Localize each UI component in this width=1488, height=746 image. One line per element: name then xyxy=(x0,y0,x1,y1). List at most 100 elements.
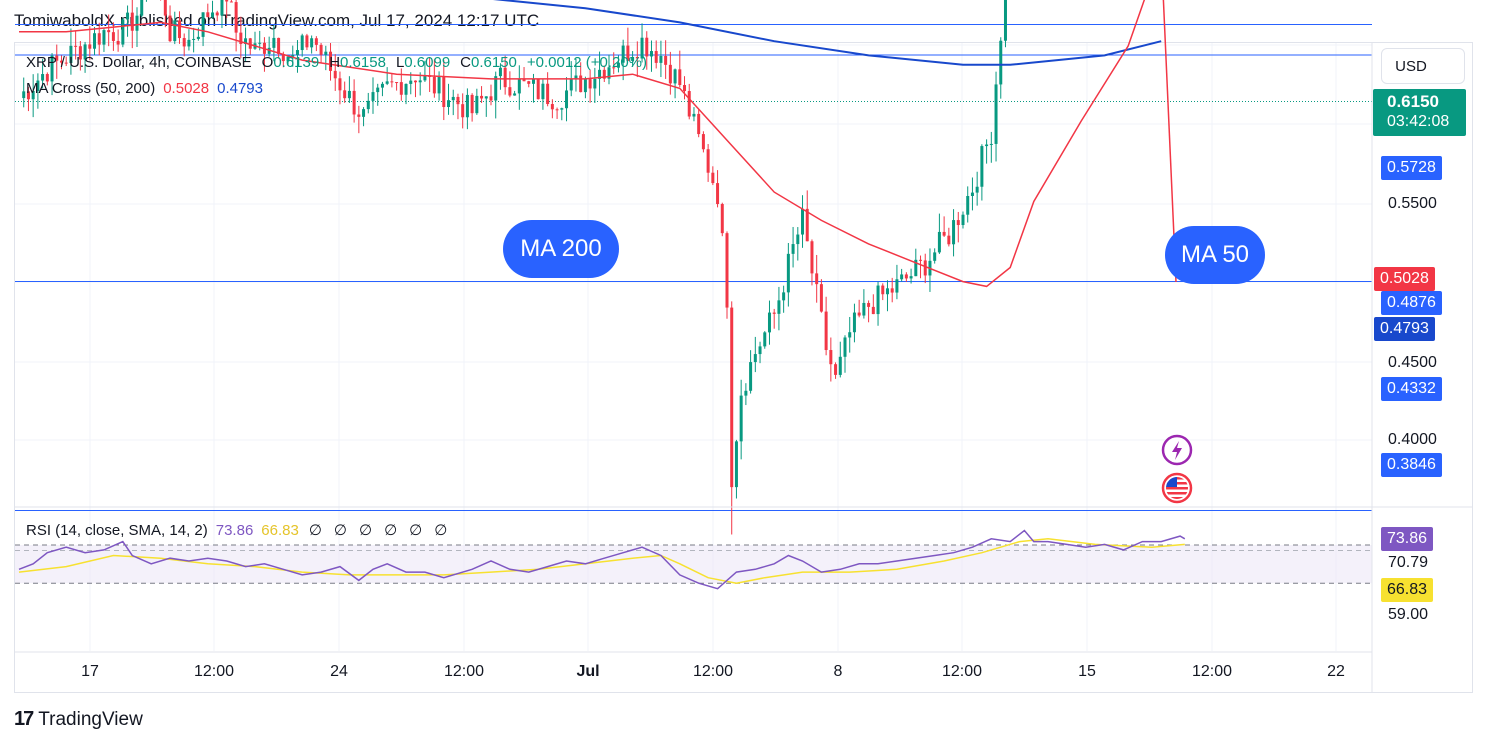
candle-body xyxy=(565,90,569,109)
time-tick-8: 15 xyxy=(1078,663,1096,680)
time-tick-6: 8 xyxy=(833,663,843,680)
ma200-line xyxy=(492,0,1162,66)
candle-body xyxy=(683,85,687,92)
candle-body xyxy=(631,56,635,61)
candle-body xyxy=(163,0,167,16)
candle-body xyxy=(93,33,97,49)
candle-body xyxy=(295,50,299,55)
candle-body xyxy=(121,19,125,45)
candle-body xyxy=(215,12,219,16)
ma50-line xyxy=(19,0,1146,288)
candle-body xyxy=(470,94,474,114)
candle-body xyxy=(286,56,290,62)
candle-body xyxy=(385,81,389,84)
price-tick-0: 0.5500 xyxy=(1388,195,1437,212)
rsi-band xyxy=(15,545,1372,584)
candle-body xyxy=(598,69,602,79)
publisher-line: TomiwaboldX published on TradingView.com… xyxy=(14,11,540,30)
candle-body xyxy=(602,69,606,79)
current-price-tag: 0.6150 03:42:08 xyxy=(1373,89,1466,136)
candle-body xyxy=(791,244,795,254)
candle-body xyxy=(319,44,323,55)
candle-body xyxy=(338,78,342,91)
candle-body xyxy=(480,95,484,99)
candle-body xyxy=(952,220,956,245)
candle-body xyxy=(767,312,771,333)
rsi-sma-legend-value: 66.83 xyxy=(261,522,299,539)
candle-body xyxy=(569,79,573,91)
candle-body xyxy=(980,146,984,187)
candle-body xyxy=(541,83,545,100)
candle-body xyxy=(116,40,120,45)
time-tick-9: 12:00 xyxy=(1191,663,1233,680)
ma200-tag: 0.4793 xyxy=(1374,317,1435,341)
candle-body xyxy=(522,79,526,82)
candle-body xyxy=(555,109,559,111)
candle-body xyxy=(824,311,828,351)
candle-body xyxy=(933,252,937,261)
current-price: 0.6150 xyxy=(1387,92,1439,111)
candle-body xyxy=(229,1,233,3)
candle-body xyxy=(329,51,333,71)
candle-body xyxy=(239,32,243,44)
candle-body xyxy=(640,37,644,59)
candle-body xyxy=(78,46,82,60)
candle-body xyxy=(201,12,205,37)
candle-body xyxy=(579,75,583,93)
footer-brand[interactable]: 17 TradingView xyxy=(14,708,143,731)
candle-body xyxy=(442,77,446,108)
rsi-line xyxy=(18,529,1186,590)
open-label: O xyxy=(261,54,274,71)
candle-body xyxy=(50,55,54,82)
candle-body xyxy=(102,30,106,45)
candle-body xyxy=(904,274,908,279)
candle-body xyxy=(97,33,101,45)
us-flag-event-icon[interactable] xyxy=(1160,471,1194,505)
candle-body xyxy=(484,96,488,99)
candle-body xyxy=(843,337,847,357)
ma-legend: MA Cross (50, 200) 0.5028 0.4793 xyxy=(26,80,267,97)
currency-button[interactable]: USD xyxy=(1381,48,1465,84)
candle-body xyxy=(187,39,191,47)
time-tick-0: 17 xyxy=(81,663,99,680)
candle-body xyxy=(314,38,318,45)
candle-body xyxy=(248,38,252,49)
symbol-label: XRP / U.S. Dollar, 4h, COINBASE xyxy=(26,54,252,71)
candle-body xyxy=(961,214,965,226)
ma50-tag: 0.5028 xyxy=(1374,267,1435,291)
candle-body xyxy=(498,67,502,77)
rsi-extra-values: ∅ ∅ ∅ ∅ ∅ ∅ xyxy=(309,522,459,539)
rsi-extra-0: ∅ xyxy=(308,522,322,539)
candle-body xyxy=(621,45,625,63)
candle-body xyxy=(36,80,40,91)
candle-body xyxy=(885,288,889,295)
candle-body xyxy=(333,70,337,79)
high-value: 0.6158 xyxy=(340,54,386,71)
candle-body xyxy=(659,55,663,63)
candle-body xyxy=(730,307,734,488)
candle-body xyxy=(404,83,408,95)
candle-body xyxy=(876,285,880,315)
candle-body xyxy=(432,76,436,94)
candle-body xyxy=(871,306,875,315)
candle-body xyxy=(734,441,738,488)
candle-body xyxy=(376,87,380,93)
candle-body xyxy=(225,0,229,2)
candle-body xyxy=(711,172,715,184)
candle-body xyxy=(966,196,970,215)
candle-body xyxy=(107,30,111,33)
candle-body xyxy=(626,45,630,61)
candle-body xyxy=(536,79,540,100)
candle-body xyxy=(645,37,649,57)
candle-body xyxy=(168,15,172,42)
candle-body xyxy=(418,80,422,83)
candle-body xyxy=(390,81,394,83)
candle-body xyxy=(923,260,927,276)
lightning-event-icon[interactable] xyxy=(1160,433,1194,467)
rsi-legend: RSI (14, close, SMA, 14, 2) 73.86 66.83 ∅ ∅ ∅… xyxy=(26,521,463,539)
chart-frame xyxy=(14,42,1473,693)
candle-body xyxy=(291,54,295,57)
time-tick-7: 12:00 xyxy=(941,663,983,680)
time-tick-3: 12:00 xyxy=(443,663,485,680)
